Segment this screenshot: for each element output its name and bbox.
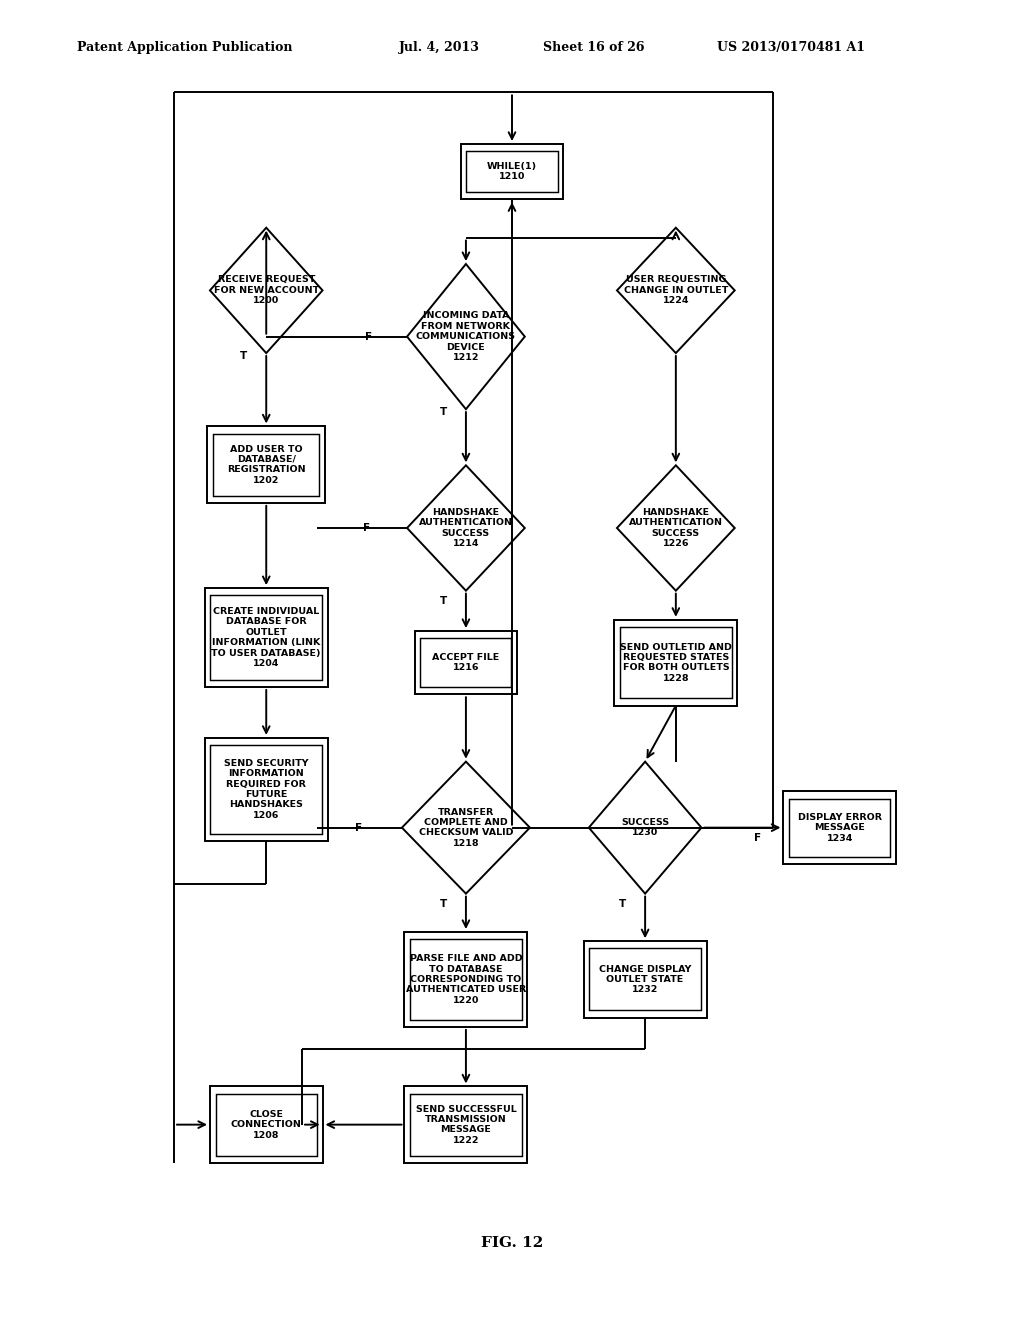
Bar bbox=[467, 152, 557, 193]
Text: RECEIVE REQUEST
FOR NEW ACCOUNT
1200: RECEIVE REQUEST FOR NEW ACCOUNT 1200 bbox=[214, 276, 318, 305]
Text: ACCEPT FILE
1216: ACCEPT FILE 1216 bbox=[432, 653, 500, 672]
Text: F: F bbox=[364, 523, 370, 533]
Polygon shape bbox=[616, 227, 735, 352]
Text: F: F bbox=[366, 331, 372, 342]
Bar bbox=[783, 792, 896, 865]
Text: USER REQUESTING
CHANGE IN OUTLET
1224: USER REQUESTING CHANGE IN OUTLET 1224 bbox=[624, 276, 728, 305]
Bar bbox=[788, 799, 890, 857]
Text: SEND SUCCESSFUL
TRANSMISSION
MESSAGE
1222: SEND SUCCESSFUL TRANSMISSION MESSAGE 122… bbox=[416, 1105, 516, 1144]
Text: HANDSHAKE
AUTHENTICATION
SUCCESS
1214: HANDSHAKE AUTHENTICATION SUCCESS 1214 bbox=[419, 508, 513, 548]
Bar bbox=[205, 738, 328, 841]
Text: WHILE(1)
1210: WHILE(1) 1210 bbox=[487, 162, 537, 181]
Bar bbox=[207, 426, 326, 503]
Text: CREATE INDIVIDUAL
DATABASE FOR
OUTLET
INFORMATION (LINK
TO USER DATABASE)
1204: CREATE INDIVIDUAL DATABASE FOR OUTLET IN… bbox=[212, 607, 321, 668]
Bar bbox=[614, 620, 737, 705]
Polygon shape bbox=[401, 762, 530, 894]
Bar bbox=[461, 144, 563, 199]
Text: FIG. 12: FIG. 12 bbox=[481, 1237, 543, 1250]
Bar bbox=[205, 589, 328, 686]
Bar bbox=[211, 744, 322, 834]
Bar bbox=[410, 1093, 522, 1156]
Bar bbox=[216, 1093, 317, 1156]
Bar bbox=[213, 433, 319, 496]
Text: INCOMING DATA
FROM NETWORK
COMMUNICATIONS
DEVICE
1212: INCOMING DATA FROM NETWORK COMMUNICATION… bbox=[416, 312, 516, 362]
Polygon shape bbox=[616, 466, 735, 591]
Text: CLOSE
CONNECTION
1208: CLOSE CONNECTION 1208 bbox=[230, 1110, 302, 1139]
Bar bbox=[404, 1086, 527, 1163]
Text: T: T bbox=[240, 351, 248, 362]
Text: T: T bbox=[439, 899, 447, 909]
Bar bbox=[584, 941, 707, 1018]
Bar bbox=[421, 639, 512, 686]
Text: CHANGE DISPLAY
OUTLET STATE
1232: CHANGE DISPLAY OUTLET STATE 1232 bbox=[599, 965, 691, 994]
Text: T: T bbox=[439, 407, 447, 417]
Bar bbox=[410, 940, 522, 1019]
Text: SUCCESS
1230: SUCCESS 1230 bbox=[622, 818, 669, 837]
Bar bbox=[404, 932, 527, 1027]
Bar bbox=[415, 631, 517, 694]
Text: TRANSFER
COMPLETE AND
CHECKSUM VALID
1218: TRANSFER COMPLETE AND CHECKSUM VALID 121… bbox=[419, 808, 513, 847]
Text: US 2013/0170481 A1: US 2013/0170481 A1 bbox=[717, 41, 865, 54]
Text: Sheet 16 of 26: Sheet 16 of 26 bbox=[543, 41, 644, 54]
Text: SEND OUTLETID AND
REQUESTED STATES
FOR BOTH OUTLETS
1228: SEND OUTLETID AND REQUESTED STATES FOR B… bbox=[620, 643, 732, 682]
Text: T: T bbox=[439, 595, 447, 606]
Text: F: F bbox=[755, 833, 761, 843]
Bar bbox=[621, 627, 731, 698]
Bar bbox=[210, 1086, 323, 1163]
Polygon shape bbox=[408, 264, 525, 409]
Bar bbox=[211, 595, 322, 680]
Polygon shape bbox=[210, 227, 323, 352]
Text: PARSE FILE AND ADD
TO DATABASE
CORRESPONDING TO
AUTHENTICATED USER
1220: PARSE FILE AND ADD TO DATABASE CORRESPON… bbox=[406, 954, 526, 1005]
Text: T: T bbox=[618, 899, 627, 909]
Bar bbox=[590, 948, 700, 1011]
Text: F: F bbox=[355, 822, 361, 833]
Text: ADD USER TO
DATABASE/
REGISTRATION
1202: ADD USER TO DATABASE/ REGISTRATION 1202 bbox=[227, 445, 305, 484]
Polygon shape bbox=[589, 762, 701, 894]
Text: Patent Application Publication: Patent Application Publication bbox=[77, 41, 292, 54]
Text: HANDSHAKE
AUTHENTICATION
SUCCESS
1226: HANDSHAKE AUTHENTICATION SUCCESS 1226 bbox=[629, 508, 723, 548]
Polygon shape bbox=[408, 466, 525, 591]
Text: Jul. 4, 2013: Jul. 4, 2013 bbox=[399, 41, 480, 54]
Text: SEND SECURITY
INFORMATION
REQUIRED FOR
FUTURE
HANDSHAKES
1206: SEND SECURITY INFORMATION REQUIRED FOR F… bbox=[224, 759, 308, 820]
Text: DISPLAY ERROR
MESSAGE
1234: DISPLAY ERROR MESSAGE 1234 bbox=[798, 813, 882, 842]
